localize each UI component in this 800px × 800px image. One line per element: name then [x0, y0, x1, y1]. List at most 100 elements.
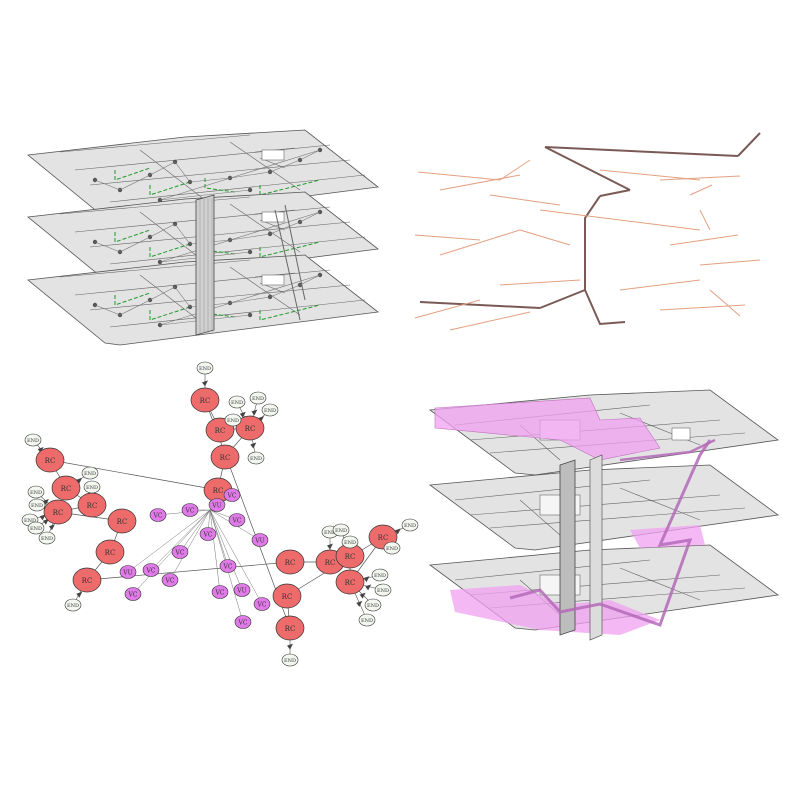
primary-connection: [737, 132, 761, 157]
network-edge: [119, 299, 151, 316]
end-node-label: END: [30, 490, 42, 496]
end-node-circle: [81, 466, 99, 480]
room-node-label: RC: [285, 625, 296, 633]
end-node: END: [383, 541, 401, 555]
secondary-connection: [439, 229, 521, 256]
vertical-node-label: VC: [257, 602, 267, 609]
end-node-label: END: [367, 603, 379, 609]
vertical-node-circle: [233, 583, 251, 597]
network-edge: [159, 274, 321, 326]
secondary-connection: [414, 299, 481, 319]
room-node-circle: [335, 569, 365, 595]
room-node-circle: [43, 499, 73, 525]
door-segment: [114, 229, 151, 243]
room-node: RC: [190, 387, 220, 413]
room-node: RC: [275, 549, 305, 575]
end-node-label: END: [27, 438, 39, 444]
end-node: END: [249, 391, 267, 405]
edge-arrowhead: [363, 576, 370, 583]
room-node: RC: [107, 508, 137, 534]
primary-connection: [584, 289, 626, 326]
room-node-label: RC: [53, 509, 64, 517]
room-node-label: RC: [213, 487, 224, 495]
secondary-connection: [659, 304, 746, 311]
edge-arrowhead: [258, 416, 264, 423]
vertical-node-label: VC: [203, 532, 213, 539]
room-node-circle: [72, 567, 102, 593]
vertical-node-label: VC: [223, 564, 233, 571]
network-edge: [149, 286, 176, 301]
end-node: END: [332, 523, 350, 537]
room-node: RC: [335, 569, 365, 595]
end-node-circle: [383, 541, 401, 555]
room-node-circle: [275, 615, 305, 641]
network-edge: [189, 177, 231, 183]
room-node: RC: [95, 539, 125, 565]
secondary-connection: [417, 171, 501, 181]
secondary-connection: [414, 234, 481, 241]
vertical-node: VC: [149, 508, 167, 522]
end-node-label: END: [231, 400, 243, 406]
edge-arrowhead: [356, 600, 363, 607]
end-node-label: END: [284, 658, 296, 664]
end-node: END: [224, 413, 242, 427]
end-node-label: END: [67, 603, 79, 609]
primary-connection: [599, 189, 631, 197]
end-node: END: [371, 568, 389, 582]
vertical-node-label: VC: [232, 518, 242, 525]
room-node-label: RC: [345, 579, 356, 587]
graph-edge: [209, 509, 263, 605]
vertical-node-label: VC: [215, 590, 225, 597]
room-node-circle: [35, 447, 65, 473]
vertical-node-label: VU: [254, 538, 264, 545]
end-node-circle: [83, 480, 101, 494]
network-edge: [174, 286, 191, 308]
primary-connection: [419, 301, 541, 309]
room-node-label: RC: [245, 425, 256, 433]
end-node-circle: [371, 568, 389, 582]
room-node-label: RC: [215, 427, 226, 435]
vertical-node-circle: [124, 587, 142, 601]
end-node-circle: [364, 598, 382, 612]
end-node: END: [358, 613, 376, 627]
vertical-node-circle: [119, 565, 137, 579]
network-edge: [119, 174, 151, 191]
end-node-label: END: [24, 518, 36, 524]
room-node-circle: [190, 387, 220, 413]
end-node: END: [341, 535, 359, 549]
door-segment: [149, 306, 191, 321]
graph-edge: [86, 561, 291, 581]
end-node-circle: [228, 395, 246, 409]
edge-arrowhead: [42, 499, 49, 505]
vertical-node-label: VC: [165, 578, 175, 585]
primary-connection: [539, 289, 586, 309]
secondary-connection: [489, 194, 561, 206]
network-edge: [174, 161, 191, 183]
room-node: RC: [72, 567, 102, 593]
room-node: RC: [235, 415, 265, 441]
vertical-node: VC: [161, 573, 179, 587]
network-edge: [299, 274, 321, 286]
vertical-shaft: [195, 194, 306, 336]
vertical-node: VC: [181, 503, 199, 517]
end-node-circle: [64, 598, 82, 612]
network-edge: [269, 284, 301, 298]
network-edge: [174, 223, 191, 245]
end-node: END: [38, 531, 56, 545]
stair-connector: [284, 204, 306, 301]
vertical-node-label: VC: [146, 568, 156, 575]
end-node-label: END: [84, 471, 96, 477]
vertical-node-circle: [171, 545, 189, 559]
edge-arrowhead: [359, 592, 366, 599]
room-node-circle: [272, 583, 302, 609]
network-edge: [159, 149, 321, 201]
end-node: END: [196, 361, 214, 375]
room-node: RC: [77, 492, 107, 518]
end-node: END: [247, 451, 265, 465]
room-node: RC: [51, 475, 81, 501]
interior-wall: [109, 174, 366, 203]
graph-edge: [169, 509, 211, 581]
end-node-circle: [341, 535, 359, 549]
vertical-node-label: VU: [122, 570, 132, 577]
vertical-node: VC: [228, 513, 246, 527]
